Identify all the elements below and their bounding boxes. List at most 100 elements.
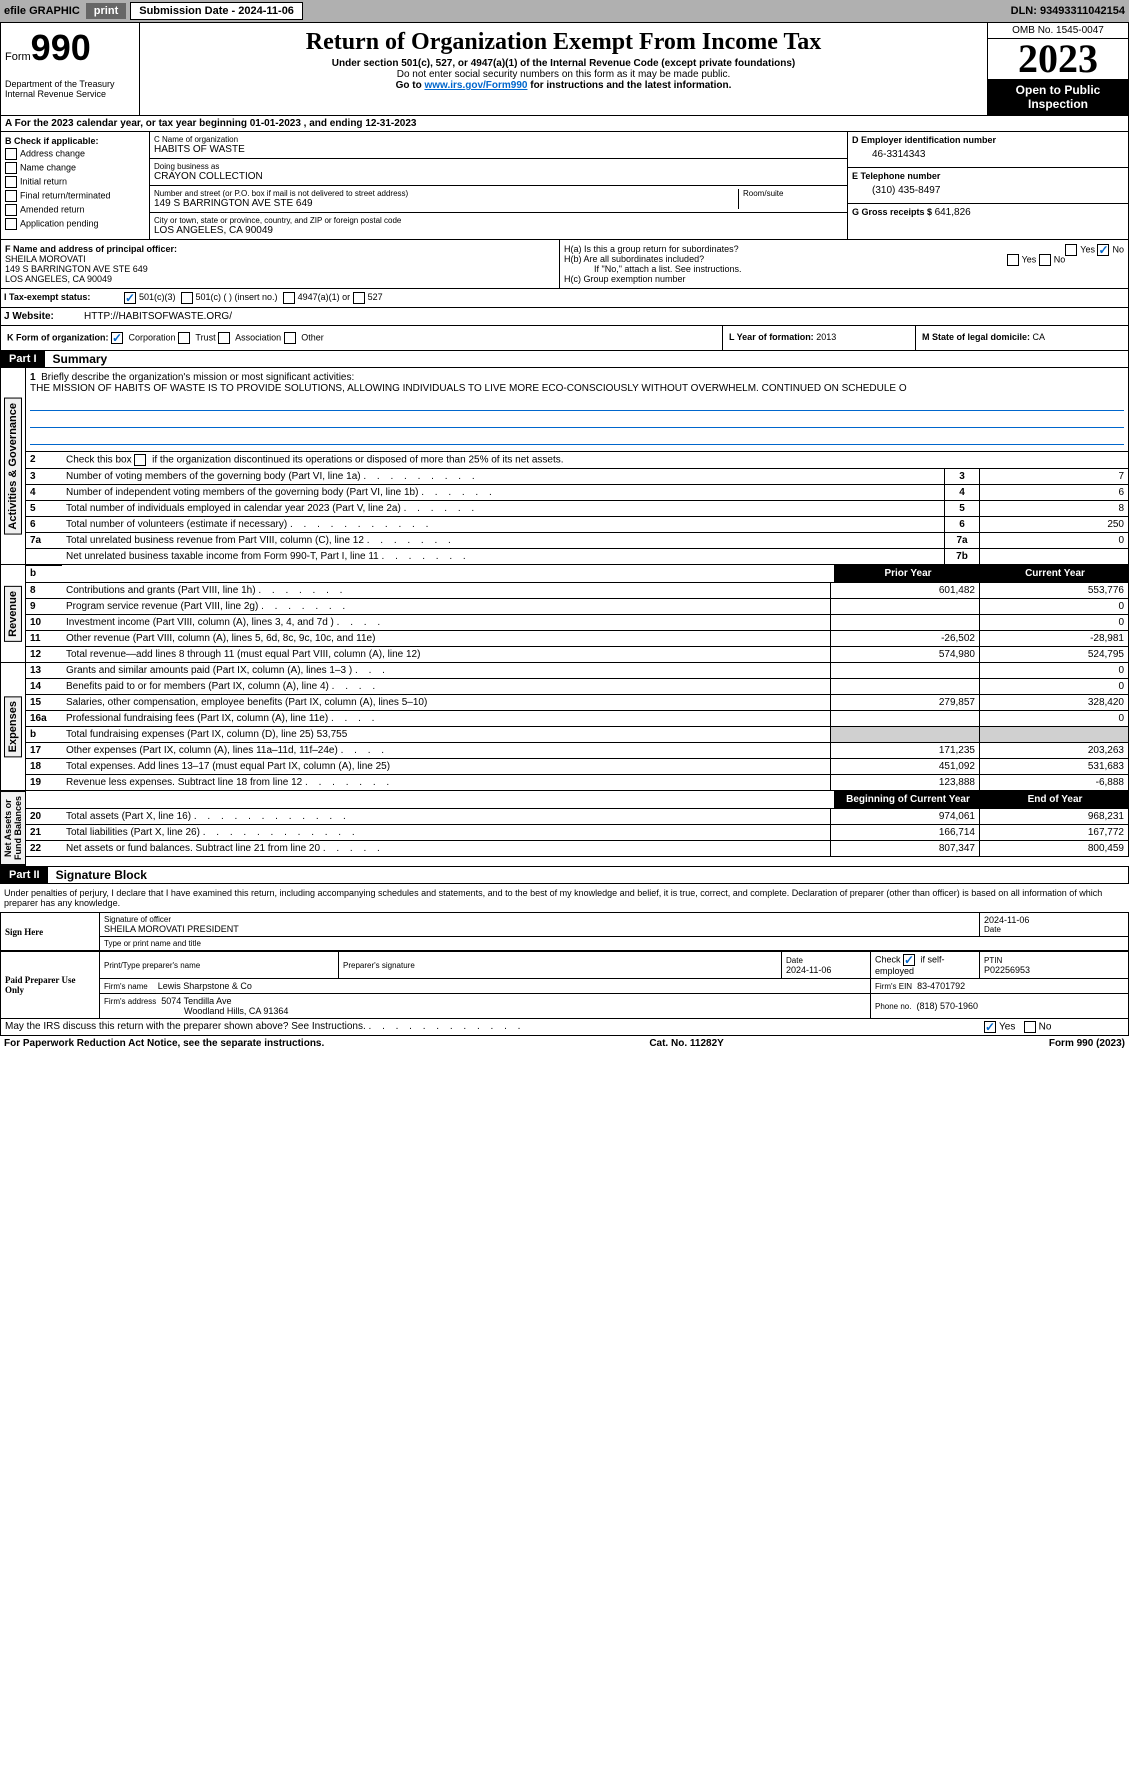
discuss-yes[interactable] (984, 1021, 996, 1033)
line-14: 14 Benefits paid to or for members (Part… (26, 679, 1129, 695)
h-a-row: H(a) Is this a group return for subordin… (564, 244, 1124, 254)
goto-link[interactable]: www.irs.gov/Form990 (424, 80, 527, 91)
check-assoc[interactable] (218, 332, 230, 344)
part2-badge: Part II (1, 867, 48, 883)
vert-netassets: Net Assets or Fund Balances (1, 791, 26, 866)
part1-badge: Part I (1, 351, 45, 367)
firm-addr-cell: Firm's address 5074 Tendilla Ave Woodlan… (100, 994, 871, 1019)
line-19: 19 Revenue less expenses. Subtract line … (26, 775, 1129, 791)
ptin-cell: PTIN P02256953 (980, 952, 1129, 979)
gross-row: G Gross receipts $ 641,826 (848, 204, 1128, 221)
sign-here-label: Sign Here (1, 913, 100, 951)
line-13: 13 Grants and similar amounts paid (Part… (26, 663, 1129, 679)
firm-name-cell: Firm's name Lewis Sharpstone & Co (100, 979, 871, 994)
check-name[interactable]: Name change (5, 162, 145, 174)
h-section: H(a) Is this a group return for subordin… (560, 240, 1128, 288)
net-assets-section: Net Assets or Fund Balances Beginning of… (0, 791, 1129, 866)
footer-row: For Paperwork Reduction Act Notice, see … (0, 1036, 1129, 1051)
line-8: 8 Contributions and grants (Part VIII, l… (26, 583, 1129, 599)
right-info-col: D Employer identification number 46-3314… (848, 132, 1128, 239)
ein-label: D Employer identification number (852, 135, 1124, 145)
title-box: Return of Organization Exempt From Incom… (140, 23, 988, 115)
firm-ein-cell: Firm's EIN 83-4701792 (871, 979, 1129, 994)
check-amended[interactable]: Amended return (5, 204, 145, 216)
officer-addr1: 149 S BARRINGTON AVE STE 649 (5, 264, 555, 274)
year-header-row: b Prior Year Current Year (26, 565, 1129, 583)
dln-label: DLN: 93493311042154 (1011, 5, 1125, 17)
line-6: 6 Total number of volunteers (estimate i… (26, 517, 1129, 533)
sig-officer-cell: Signature of officer SHEILA MOROVATI PRE… (100, 913, 980, 937)
part1-title: Summary (53, 352, 108, 366)
phone-row: E Telephone number (310) 435-8497 (848, 168, 1128, 204)
sig-date-cell: 2024-11-06 Date (980, 913, 1129, 937)
check-other[interactable] (284, 332, 296, 344)
gross-label: G Gross receipts $ (852, 207, 932, 217)
self-employed-cell: Check if self-employed (871, 952, 980, 979)
line-18: 18 Total expenses. Add lines 13–17 (must… (26, 759, 1129, 775)
form-title: Return of Organization Exempt From Incom… (144, 29, 983, 56)
line-15: 15 Salaries, other compensation, employe… (26, 695, 1129, 711)
website-value: HTTP://HABITSOFWASTE.ORG/ (84, 311, 232, 322)
org-info-col: C Name of organization HABITS OF WASTE D… (150, 132, 848, 239)
year-box: OMB No. 1545-0047 2023 Open to Public In… (988, 23, 1128, 115)
org-name: HABITS OF WASTE (154, 144, 843, 155)
discuss-no[interactable] (1024, 1021, 1036, 1033)
check-address[interactable]: Address change (5, 148, 145, 160)
line-7a: 7a Total unrelated business revenue from… (26, 533, 1129, 549)
check-trust[interactable] (178, 332, 190, 344)
domicile-cell: M State of legal domicile: CA (916, 326, 1128, 350)
check-501c[interactable] (181, 292, 193, 304)
street-value: 149 S BARRINGTON AVE STE 649 (154, 198, 738, 209)
declaration-text: Under penalties of perjury, I declare th… (0, 884, 1129, 912)
submission-date: Submission Date - 2024-11-06 (130, 2, 303, 20)
form-number-box: Form990 Department of the Treasury Inter… (1, 23, 140, 115)
year-formation-cell: L Year of formation: 2013 (723, 326, 916, 350)
cat-number: Cat. No. 11282Y (649, 1038, 723, 1049)
check-corp[interactable] (111, 332, 123, 344)
part1-header-row: Part I Summary (0, 351, 1129, 368)
check-applicable-col: B Check if applicable: Address change Na… (1, 132, 150, 239)
part2-title: Signature Block (56, 868, 147, 882)
check-initial[interactable]: Initial return (5, 176, 145, 188)
h-b-row: H(b) Are all subordinates included? Yes … (564, 254, 1124, 264)
paid-preparer-table: Paid Preparer Use Only Print/Type prepar… (0, 951, 1129, 1019)
header-bar: efile GRAPHIC print Submission Date - 20… (0, 0, 1129, 22)
firm-phone-cell: Phone no. (818) 570-1960 (871, 994, 1129, 1019)
check-4947[interactable] (283, 292, 295, 304)
efile-label: efile GRAPHIC (4, 5, 80, 17)
vert-governance: Activities & Governance (1, 368, 26, 565)
form-header: Form990 Department of the Treasury Inter… (0, 22, 1129, 116)
officer-left: F Name and address of principal officer:… (1, 240, 560, 288)
status-row: I Tax-exempt status: 501(c)(3) 501(c) ( … (0, 289, 1129, 308)
officer-row: F Name and address of principal officer:… (0, 240, 1129, 289)
line-12: 12 Total revenue—add lines 8 through 11 … (26, 647, 1129, 663)
goto-note: Go to www.irs.gov/Form990 for instructio… (144, 80, 983, 91)
info-grid: B Check if applicable: Address change Na… (0, 132, 1129, 240)
mission-text: THE MISSION OF HABITS OF WASTE IS TO PRO… (30, 383, 907, 394)
check-527[interactable] (353, 292, 365, 304)
print-button[interactable]: print (86, 3, 126, 19)
room-label: Room/suite (743, 189, 843, 198)
tax-year: 2023 (988, 39, 1128, 79)
officer-label: F Name and address of principal officer: (5, 244, 555, 254)
check-final[interactable]: Final return/terminated (5, 190, 145, 202)
check-application[interactable]: Application pending (5, 218, 145, 230)
discuss-row: May the IRS discuss this return with the… (0, 1019, 1129, 1036)
org-form-cell: K Form of organization: Corporation Trus… (1, 326, 723, 350)
vert-expenses: Expenses (1, 663, 26, 791)
line-4: 4 Number of independent voting members o… (26, 485, 1129, 501)
gross-value: 641,826 (935, 207, 971, 218)
governance-section: Activities & Governance 1 Briefly descri… (0, 368, 1129, 565)
expenses-section: Expenses 13 Grants and similar amounts p… (0, 663, 1129, 791)
vert-revenue: Revenue (1, 565, 26, 663)
part2-header-row: Part II Signature Block (0, 866, 1129, 884)
form-subtitle: Under section 501(c), 527, or 4947(a)(1)… (144, 58, 983, 69)
net-header-row: Beginning of Current Year End of Year (26, 791, 1129, 809)
dba-label: Doing business as (154, 162, 843, 171)
preparer-date-cell: Date 2024-11-06 (782, 952, 871, 979)
city-row: City or town, state or province, country… (150, 213, 847, 239)
line-16a: 16a Professional fundraising fees (Part … (26, 711, 1129, 727)
dba-row: Doing business as CRAYON COLLECTION (150, 159, 847, 186)
check-501c3[interactable] (124, 292, 136, 304)
revenue-section: Revenue b Prior Year Current Year 8 Cont… (0, 565, 1129, 663)
